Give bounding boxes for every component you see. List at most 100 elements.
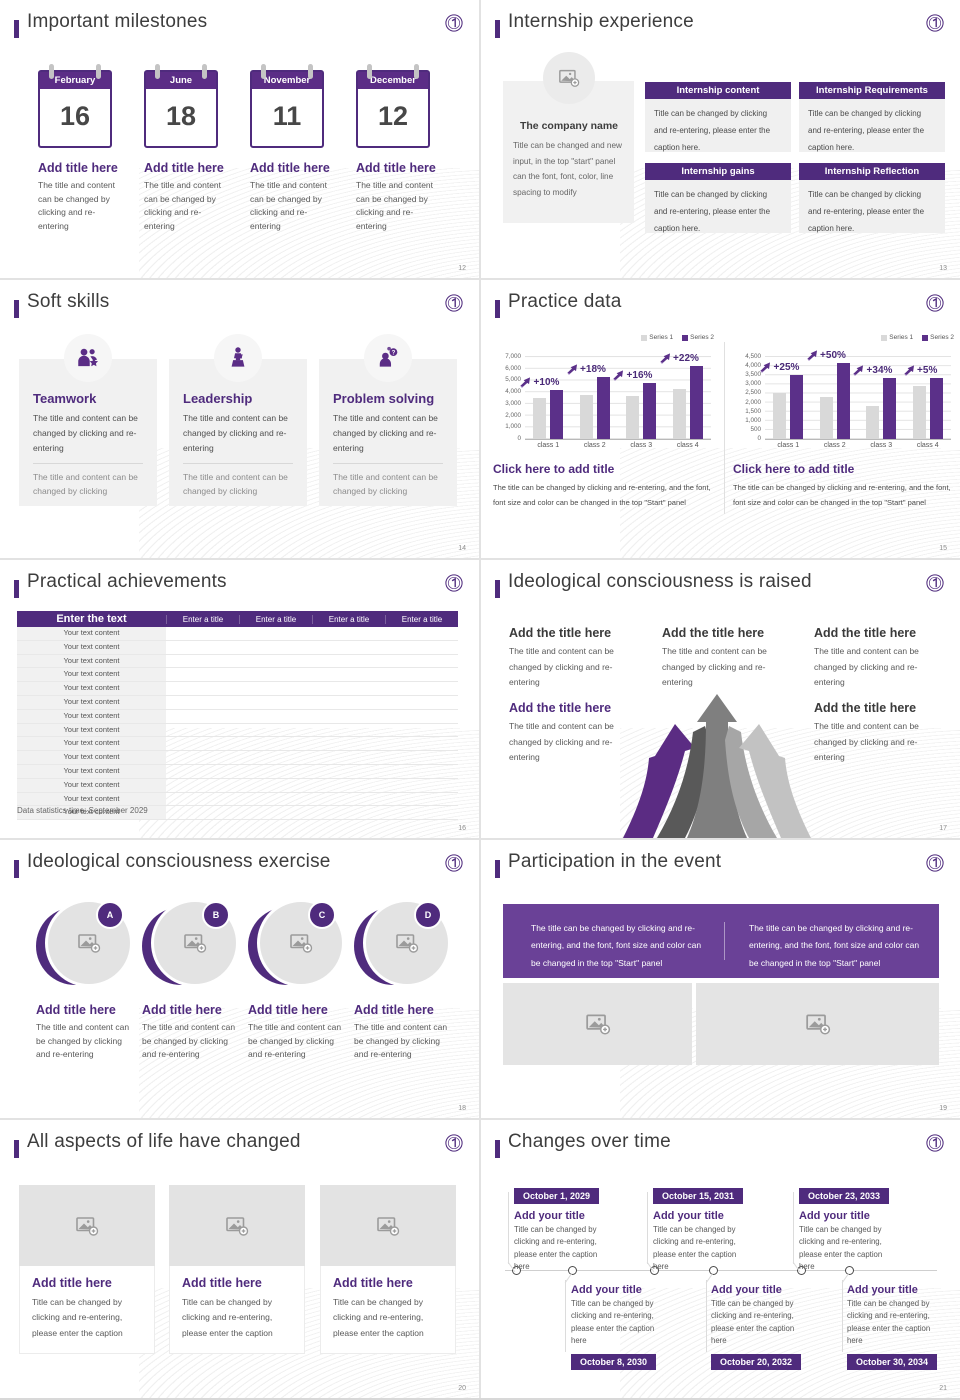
photo-placeholder[interactable] [503, 983, 692, 1065]
timeline-item-top: October 15, 2031 Add your title Title ca… [653, 1186, 753, 1274]
box-caption: Title can be changed by clicking and re-… [645, 180, 791, 233]
milestone-caption: The title and content can be changed by … [356, 180, 434, 231]
y-axis-tick: 1,500 [745, 407, 761, 415]
photo-placeholder[interactable] [169, 1185, 305, 1266]
table-row[interactable]: Your text content [17, 764, 458, 779]
school-logo-icon [445, 574, 463, 592]
slide-title: All aspects of life have changed [27, 1131, 301, 1152]
school-logo-icon [445, 14, 463, 32]
photo-placeholder[interactable] [19, 1185, 155, 1266]
slide-consciousness-exercise[interactable]: Ideological consciousness exercise 18 A … [0, 840, 479, 1118]
y-axis-tick: 1,000 [745, 416, 761, 424]
growth-arrow-icon [613, 370, 624, 381]
skill-card-problem-solving: Problem solving The title and content ca… [319, 334, 457, 506]
item-title: Add title here [354, 1003, 434, 1017]
date-badge: October 20, 2032 [711, 1353, 802, 1370]
title-accent-bar [14, 860, 19, 878]
table-row[interactable]: Your text content [17, 682, 458, 696]
growth-arrow-icon [660, 353, 670, 365]
slide-consciousness-raised[interactable]: Ideological consciousness is raised 17 A… [481, 560, 960, 838]
title-accent-bar [495, 20, 500, 38]
table-row[interactable]: Your text content [17, 640, 458, 655]
chart-plot-area: 0 1,000 2,000 3,000 4,000 5,000 6,000 7,000 +10%… [505, 353, 711, 442]
table-row[interactable]: Your text content [17, 709, 458, 724]
skill-title: Problem solving [333, 391, 435, 406]
slide-changes-over-time[interactable]: Changes over time 21 October 1, 2029 Add… [481, 1120, 960, 1398]
table-row[interactable]: Your text content [17, 778, 458, 793]
timeline-item-bottom: Add your title Title can be changed by c… [711, 1284, 811, 1370]
growth-annotation: +34% [853, 365, 892, 376]
company-description: Title can be changed and new input, in t… [513, 141, 622, 197]
bar-series1 [866, 406, 880, 439]
skill-title: Leadership [183, 391, 253, 406]
item-title: Add your title [514, 1210, 585, 1222]
item-caption: Title can be changed by clicking and re-… [653, 1225, 737, 1272]
y-axis-tick: 6,000 [505, 364, 521, 372]
table-row[interactable]: Your text content [17, 737, 458, 752]
image-placeholder-icon [226, 1216, 249, 1236]
table-row[interactable]: Your text content [17, 695, 458, 710]
slide-aspects-changed[interactable]: All aspects of life have changed 20 Add … [0, 1120, 479, 1398]
milestone-title: Add title here [250, 161, 330, 175]
title-accent-bar [14, 20, 19, 38]
table-column-header: Enter a title [385, 614, 458, 624]
image-placeholder-icon [78, 934, 101, 953]
letter-badge: A [96, 901, 124, 929]
slide-practice-data[interactable]: Practice data 15 Series 1 Series 2 0 1,000… [481, 280, 960, 558]
table-row[interactable]: Your text content [17, 723, 458, 738]
milestone-item: November 11 Add title here The title and… [250, 60, 336, 233]
text-block: Add the title here The title and content… [814, 626, 946, 691]
legend-label: Series 1 [889, 334, 914, 341]
chart-caption: The title can be changed by clicking and… [733, 483, 951, 507]
row-label-cell: Your text content [17, 709, 166, 723]
item-caption: Title can be changed by clicking and re-… [847, 1299, 931, 1346]
slide-participation[interactable]: Participation in the event 19 The title … [481, 840, 960, 1118]
item-caption: The title and content can be changed by … [248, 1022, 342, 1060]
slide-important-milestones[interactable]: Important milestones 12 February 16 Add … [0, 0, 479, 278]
bar-series1 [626, 395, 640, 439]
table-row[interactable]: Your text content [17, 792, 458, 807]
row-label-cell: Your text content [17, 695, 166, 709]
growth-annotation: +16% [613, 370, 652, 381]
y-axis-tick: 4,500 [745, 353, 761, 360]
growth-annotation: +25% [760, 362, 799, 373]
slide-title: Internship experience [508, 11, 694, 32]
timeline-node [709, 1266, 718, 1275]
slide-soft-skills[interactable]: Soft skills 14 Teamwork The title and co… [0, 280, 479, 558]
milestone-item: February 16 Add title here The title and… [38, 60, 124, 233]
y-axis-tick: 0 [757, 435, 761, 442]
achievements-table[interactable]: Enter the text Enter a title Enter a title… [17, 611, 458, 821]
y-axis-tick: 2,500 [745, 389, 761, 397]
milestone-title: Add title here [144, 161, 224, 175]
table-row[interactable]: Your text content [17, 806, 458, 821]
calendar-month: February [40, 72, 110, 91]
calendar-hanger [367, 64, 372, 79]
table-footnote: Data statistics time: September 2029 [17, 806, 148, 815]
date-badge: October 30, 2034 [847, 1353, 938, 1370]
photo-placeholder[interactable] [696, 983, 939, 1065]
skill-text: The title and content can be changed by … [333, 413, 438, 453]
teamwork-icon [78, 348, 99, 367]
block-title: Add the title here [509, 701, 612, 715]
skill-card-leadership: Leadership The title and content can be … [169, 334, 307, 506]
block-title: Add the title here [814, 701, 917, 715]
timeline-item-bottom: Add your title Title can be changed by c… [571, 1284, 671, 1370]
x-axis-label: class 3 [630, 442, 653, 449]
slide-internship-experience[interactable]: Internship experience 13 The company nam… [481, 0, 960, 278]
bar-group: +10% [520, 357, 572, 439]
slide-practical-achievements[interactable]: Practical achievements 16 Enter the text… [0, 560, 479, 838]
photo-placeholder[interactable] [320, 1185, 456, 1266]
table-row[interactable]: Your text content [17, 654, 458, 669]
table-row[interactable]: Your text content [17, 668, 458, 683]
block-caption: The title and content can be changed by … [814, 721, 919, 763]
y-axis-tick: 3,500 [745, 371, 761, 379]
table-row[interactable]: Your text content [17, 751, 458, 765]
table-row[interactable]: Your text content [17, 627, 458, 641]
calendar-hanger [414, 64, 419, 79]
table-column-header: Enter a title [312, 614, 385, 624]
company-photo-placeholder[interactable] [543, 52, 595, 104]
chart-legend: Series 1 Series 2 [641, 334, 714, 341]
internship-content-box: Internship content Title can be changed … [645, 82, 791, 152]
timeline-node [845, 1266, 854, 1275]
